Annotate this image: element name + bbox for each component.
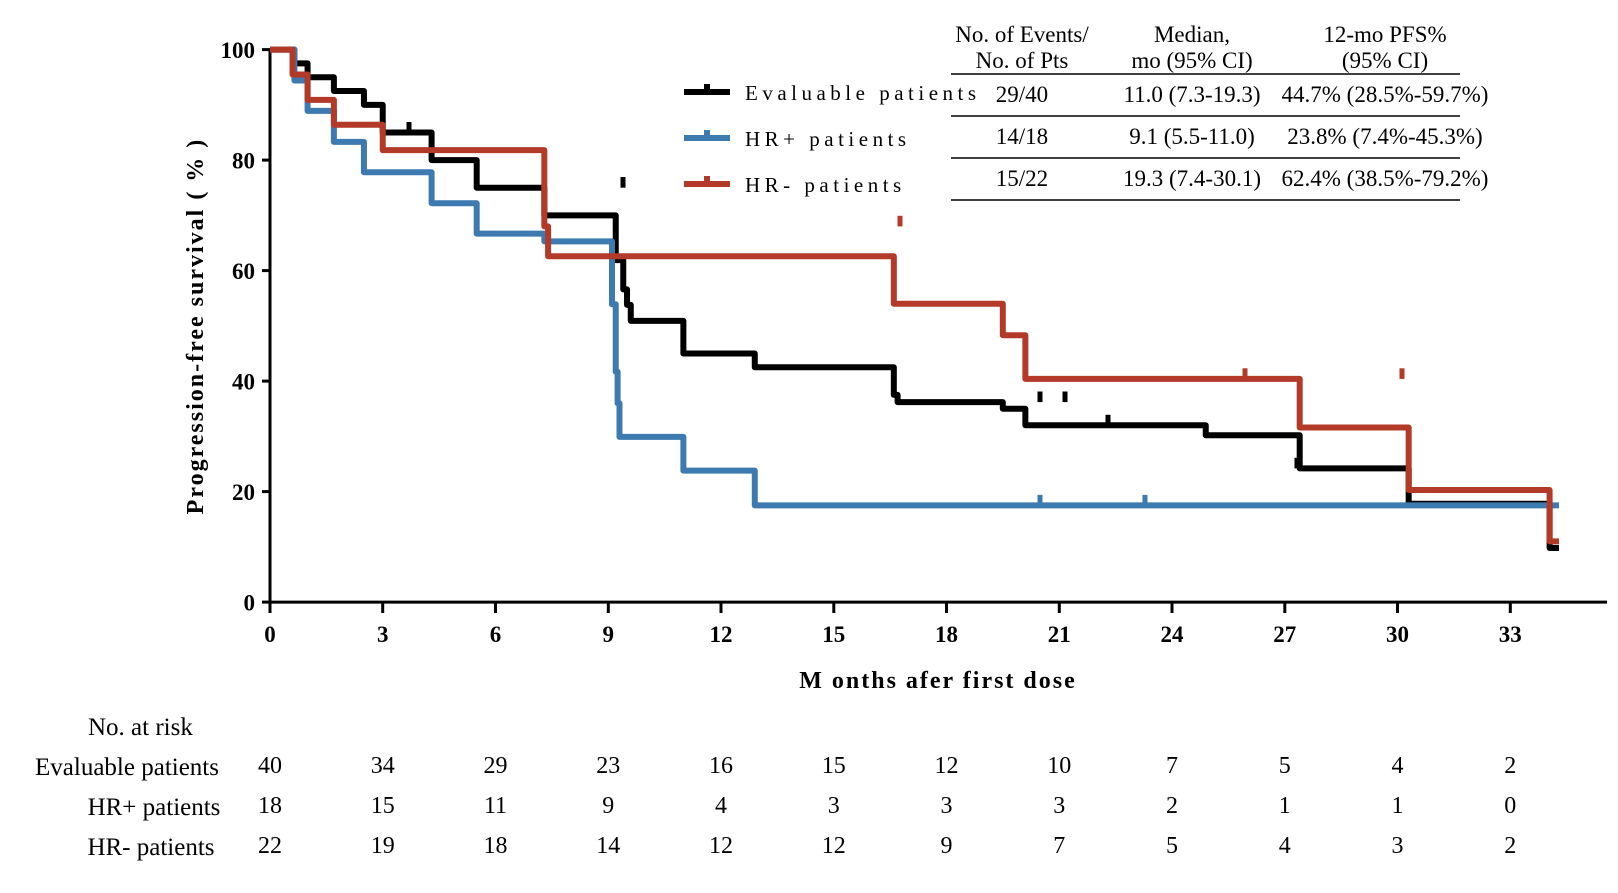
svg-text:9: 9 [602, 793, 614, 819]
svg-text:12: 12 [710, 622, 733, 647]
svg-text:60: 60 [232, 259, 255, 284]
svg-text:80: 80 [232, 149, 255, 174]
svg-text:23.8% (7.4%-45.3%): 23.8% (7.4%-45.3%) [1287, 124, 1482, 149]
svg-text:19: 19 [371, 833, 395, 859]
svg-text:3: 3 [1392, 833, 1404, 859]
svg-text:9: 9 [603, 622, 615, 647]
svg-text:16: 16 [709, 753, 733, 779]
svg-text:Median,: Median, [1154, 22, 1230, 47]
svg-text:15: 15 [822, 753, 846, 779]
svg-text:5: 5 [1166, 833, 1178, 859]
svg-text:9.1 (5.5-11.0): 9.1 (5.5-11.0) [1129, 124, 1255, 149]
svg-text:40: 40 [258, 753, 282, 779]
svg-text:1: 1 [1392, 793, 1404, 819]
svg-text:4: 4 [1279, 833, 1291, 859]
svg-text:19.3 (7.4-30.1): 19.3 (7.4-30.1) [1123, 166, 1261, 191]
svg-text:Evaluable patients: Evaluable patients [745, 81, 981, 105]
svg-text:14/18: 14/18 [996, 124, 1048, 149]
svg-text:22: 22 [258, 833, 282, 859]
svg-text:No. at risk: No. at risk [88, 714, 193, 741]
svg-text:33: 33 [1499, 622, 1522, 647]
svg-text:12: 12 [935, 753, 959, 779]
svg-text:4: 4 [1392, 753, 1404, 779]
svg-text:3: 3 [941, 793, 953, 819]
svg-text:18: 18 [484, 833, 508, 859]
svg-text:24: 24 [1161, 622, 1185, 647]
svg-text:18: 18 [935, 622, 958, 647]
svg-text:HR- patients: HR- patients [745, 173, 906, 197]
svg-text:No. of Pts: No. of Pts [976, 48, 1069, 73]
svg-text:7: 7 [1166, 753, 1178, 779]
svg-text:No. of Events/: No. of Events/ [955, 22, 1089, 47]
svg-text:6: 6 [490, 622, 502, 647]
svg-text:27: 27 [1273, 622, 1296, 647]
svg-text:34: 34 [371, 753, 395, 779]
svg-text:29/40: 29/40 [996, 82, 1048, 107]
svg-text:HR+ patients: HR+ patients [88, 794, 221, 821]
svg-text:12-mo PFS%: 12-mo PFS% [1323, 22, 1446, 47]
svg-text:9: 9 [941, 833, 953, 859]
svg-text:11.0 (7.3-19.3): 11.0 (7.3-19.3) [1123, 82, 1260, 107]
svg-text:11: 11 [484, 793, 507, 819]
svg-text:14: 14 [596, 833, 620, 859]
svg-text:30: 30 [1386, 622, 1409, 647]
svg-text:1: 1 [1279, 793, 1291, 819]
svg-text:15/22: 15/22 [996, 166, 1048, 191]
svg-text:2: 2 [1504, 753, 1516, 779]
svg-text:10: 10 [1047, 753, 1071, 779]
svg-text:HR- patients: HR- patients [87, 834, 214, 861]
svg-text:HR+ patients: HR+ patients [745, 127, 911, 151]
svg-text:15: 15 [371, 793, 395, 819]
svg-text:20: 20 [232, 480, 255, 505]
svg-text:mo (95% CI): mo (95% CI) [1131, 48, 1252, 73]
svg-text:100: 100 [221, 38, 256, 63]
svg-text:2: 2 [1504, 833, 1516, 859]
svg-text:Evaluable patients: Evaluable patients [35, 754, 219, 781]
svg-text:15: 15 [822, 622, 845, 647]
svg-text:4: 4 [715, 793, 727, 819]
svg-text:0: 0 [244, 591, 256, 616]
svg-text:7: 7 [1053, 833, 1065, 859]
svg-text:0: 0 [264, 622, 276, 647]
svg-text:29: 29 [484, 753, 508, 779]
svg-text:21: 21 [1048, 622, 1071, 647]
svg-text:62.4% (38.5%-79.2%): 62.4% (38.5%-79.2%) [1282, 166, 1489, 191]
svg-text:0: 0 [1504, 793, 1516, 819]
svg-text:M onths afer first dose: M onths afer first dose [799, 668, 1077, 694]
svg-text:Progression-free survival ( %: Progression-free survival ( % ) [183, 138, 209, 515]
svg-text:(95% CI): (95% CI) [1342, 48, 1428, 73]
svg-text:23: 23 [596, 753, 620, 779]
svg-text:18: 18 [258, 793, 282, 819]
svg-text:12: 12 [709, 833, 733, 859]
svg-text:3: 3 [828, 793, 840, 819]
svg-text:40: 40 [232, 370, 255, 395]
svg-text:44.7% (28.5%-59.7%): 44.7% (28.5%-59.7%) [1282, 82, 1489, 107]
svg-text:2: 2 [1166, 793, 1178, 819]
svg-text:5: 5 [1279, 753, 1291, 779]
svg-text:3: 3 [377, 622, 389, 647]
svg-text:3: 3 [1053, 793, 1065, 819]
svg-text:12: 12 [822, 833, 846, 859]
